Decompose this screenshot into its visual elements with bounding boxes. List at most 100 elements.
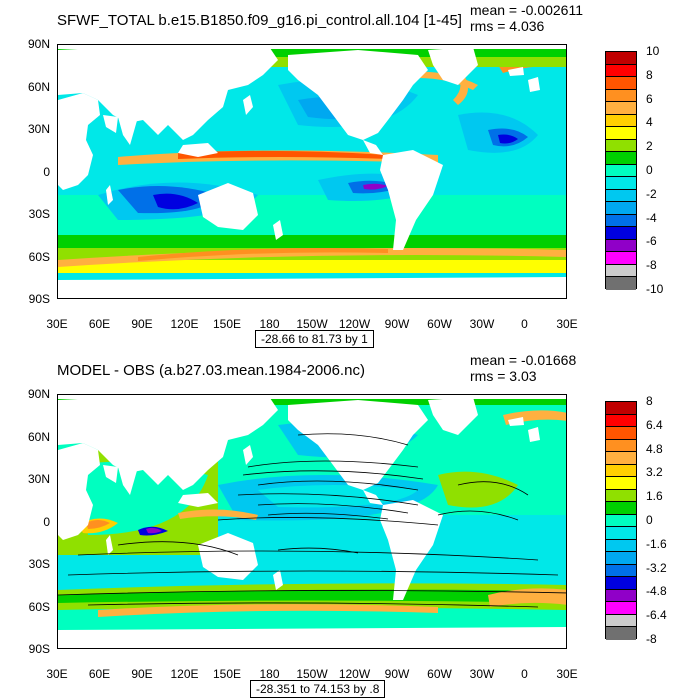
contour-line (257, 480, 419, 491)
colorbar-label: 4.8 (646, 441, 663, 456)
ocean-region (488, 588, 566, 607)
colorbar-swatch (606, 239, 636, 253)
colorbar-swatch (606, 539, 636, 553)
contour-line (297, 433, 409, 446)
land-region (243, 445, 253, 465)
contour-line (267, 512, 389, 520)
colorbar-swatch (606, 627, 636, 640)
colorbar-swatch (606, 139, 636, 153)
plot-title: SFWF_TOTAL b.e15.B1850.f09_g16.pi_contro… (57, 12, 462, 29)
land-region (58, 395, 566, 399)
colorbar-swatch (606, 427, 636, 440)
land-region (178, 493, 218, 507)
colorbar-label: 10 (646, 44, 660, 58)
colorbar-swatch (606, 527, 636, 540)
ocean-region (98, 604, 438, 617)
contour-line (237, 493, 419, 506)
land-region (58, 277, 566, 298)
longitude-tick-label: 180 (259, 317, 280, 331)
longitude-tick-label: 60E (88, 317, 111, 331)
colorbar-label: -3.2 (646, 560, 667, 575)
latitude-tick-label: 30N (27, 122, 50, 136)
colorbar-swatch (606, 227, 636, 240)
map-svg (58, 45, 566, 298)
colorbar-swatch (606, 202, 636, 215)
colorbar-swatch (606, 489, 636, 503)
latitude-tick-label: 30N (27, 472, 50, 486)
colorbar-swatch (606, 252, 636, 265)
colorbar-swatch (606, 502, 636, 515)
colorbar-label: -6 (646, 234, 657, 249)
latitude-tick-label: 30S (28, 557, 50, 571)
contour-line (437, 510, 519, 521)
colorbar-swatch (606, 602, 636, 615)
colorbar-label: -6.4 (646, 608, 667, 623)
colorbar-label: 6 (646, 91, 653, 106)
contour-lines (58, 433, 566, 608)
land-region (428, 47, 478, 85)
land-region (58, 443, 100, 540)
colorbar-swatch (606, 114, 636, 128)
latitude-tick-label: 30S (28, 207, 50, 221)
land-region (363, 490, 383, 505)
longitude-tick-label: 120E (170, 667, 199, 681)
ocean-region (58, 260, 566, 273)
colorbar-swatch (606, 177, 636, 190)
colorbar (605, 51, 637, 290)
land-region (380, 150, 443, 250)
colorbar-swatch (606, 477, 636, 490)
contour-line (117, 541, 239, 556)
colorbar-label: -10 (646, 282, 664, 296)
land-region (273, 570, 283, 590)
colorbar-label: 0 (646, 163, 653, 177)
colorbar-swatch (606, 402, 636, 415)
longitude-tick-label: 30E (556, 667, 578, 681)
colorbar-label: -4.8 (646, 584, 667, 599)
land-region (380, 500, 443, 600)
colorbar-swatch (606, 77, 636, 90)
land-region (58, 395, 278, 490)
colorbar-swatch (606, 564, 636, 578)
longitude-tick-label: 30E (46, 317, 68, 331)
contour-line (217, 517, 439, 526)
colorbar-swatch (606, 439, 636, 453)
colorbar-label: -8 (646, 258, 657, 273)
contour-range-label: -28.351 to 74.153 by .8 (250, 680, 386, 698)
longitude-tick-label: 120W (338, 317, 371, 331)
longitude-tick-label: 60E (88, 667, 111, 681)
colorbar-swatch (606, 127, 636, 140)
colorbar (605, 401, 637, 640)
land-region (288, 400, 428, 490)
land-region (118, 117, 138, 145)
rms-label: rms = 4.036 (470, 18, 545, 34)
colorbar-label: 3.2 (646, 465, 663, 480)
colorbar-swatch (606, 552, 636, 565)
latitude-tick-label: 60N (27, 429, 50, 444)
ocean-region (498, 134, 518, 144)
latitude-tick-label: 0 (43, 164, 50, 179)
land-region (198, 183, 258, 230)
longitude-tick-label: 0 (521, 667, 528, 681)
contour-line (242, 470, 424, 480)
land-region (428, 397, 478, 435)
land-region (103, 465, 118, 483)
colorbar-label: 6.4 (646, 417, 663, 432)
contour-line (277, 547, 359, 554)
colorbar-swatch (606, 614, 636, 628)
longitude-tick-label: 90W (384, 667, 410, 681)
colorbar-swatch (606, 52, 636, 65)
land-region (58, 45, 278, 140)
colorbar-swatch (606, 64, 636, 78)
ocean-region (363, 183, 388, 190)
land-region (118, 467, 138, 495)
plot-title: MODEL - OBS (a.b27.03.mean.1984-2006.nc) (57, 362, 365, 379)
longitude-tick-label: 30W (469, 667, 495, 681)
longitude-tick-label: 180 (259, 667, 280, 681)
colorbar-swatch (606, 452, 636, 465)
latitude-tick-label: 90S (28, 642, 50, 656)
colorbar-label: 1.6 (646, 489, 663, 504)
longitude-tick-label: 60W (427, 317, 452, 331)
land-region (528, 77, 540, 92)
longitude-tick-label: 150W (296, 317, 328, 331)
contour-line (257, 503, 409, 514)
